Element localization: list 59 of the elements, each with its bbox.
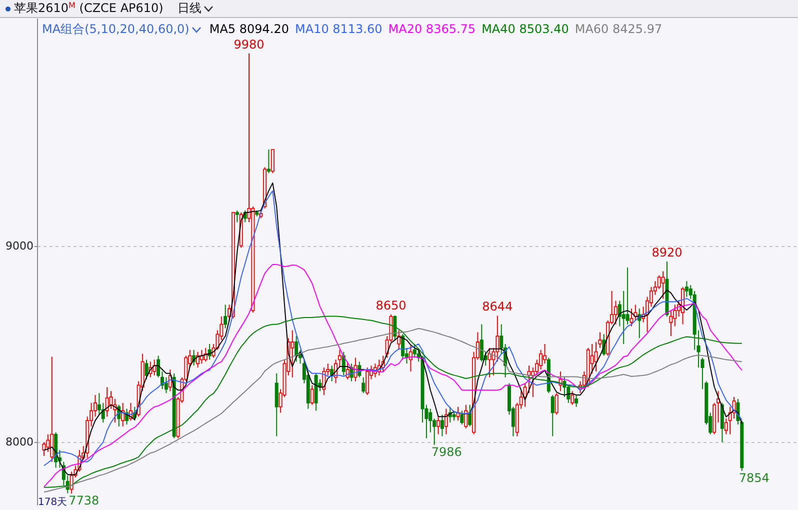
candlestick xyxy=(630,308,634,327)
candlestick xyxy=(622,290,626,344)
candlestick xyxy=(684,280,688,298)
legend-title: MA组合(5,10,20,40,60,0) xyxy=(42,22,190,36)
candlestick xyxy=(452,410,456,422)
candlestick xyxy=(574,394,578,408)
candlestick xyxy=(294,336,298,362)
candlestick xyxy=(362,376,366,394)
candlestick xyxy=(550,394,554,437)
candlestick xyxy=(270,149,274,174)
candlestick xyxy=(290,330,294,378)
candlestick xyxy=(266,149,270,174)
candlestick xyxy=(105,386,109,418)
candlestick xyxy=(554,392,558,416)
candlestick xyxy=(444,408,448,435)
chart-subtitle: 日线 xyxy=(177,1,202,15)
candlestick xyxy=(144,359,148,380)
candlestick xyxy=(440,414,444,437)
candlestick xyxy=(235,210,239,223)
candlestick xyxy=(720,402,724,443)
candlestick xyxy=(669,310,673,337)
text: MA60 8425.97 xyxy=(574,22,662,36)
y-tick-label: 9000 xyxy=(6,239,34,252)
candlestick xyxy=(626,266,630,325)
annotation: 8920 xyxy=(652,246,682,260)
candlestick xyxy=(468,404,472,427)
text: MA5 8094.20 xyxy=(209,22,289,36)
candlestick xyxy=(310,384,314,406)
y-tick-label: 8000 xyxy=(6,436,34,449)
candlestick xyxy=(464,404,468,429)
annotation: 9980 xyxy=(234,37,264,52)
annotation: 7854 xyxy=(738,470,770,485)
candlestick xyxy=(661,270,665,300)
candlestick xyxy=(50,356,54,462)
annotation: 8644 xyxy=(482,300,513,314)
text: MA10 8113.60 xyxy=(295,22,382,36)
candlestick xyxy=(397,330,401,350)
candlestick xyxy=(488,347,492,378)
candlestick xyxy=(460,410,464,425)
candlestick xyxy=(594,342,598,372)
candlestick xyxy=(542,343,546,364)
candlestick xyxy=(42,442,46,456)
annotation: 8650 xyxy=(376,298,406,313)
text: MA20 8365.75 xyxy=(388,22,476,36)
candlestick xyxy=(274,372,278,437)
candlestick xyxy=(366,367,370,396)
candlestick xyxy=(531,367,535,398)
candlestick xyxy=(480,324,484,362)
candlestick xyxy=(224,304,228,329)
candlestick xyxy=(436,416,440,435)
chart-title: 苹果2610$^{M}$ (CZCE AP610) xyxy=(14,1,164,15)
annotation: 178天 xyxy=(38,496,68,509)
candlestick xyxy=(401,334,405,360)
candlestick xyxy=(570,390,574,406)
candlestick xyxy=(346,361,350,380)
annotation: 7986 xyxy=(431,444,462,459)
candlestick xyxy=(412,343,416,358)
text: MA40 8503.40 xyxy=(482,22,569,36)
annotation: 7738 xyxy=(68,494,100,508)
